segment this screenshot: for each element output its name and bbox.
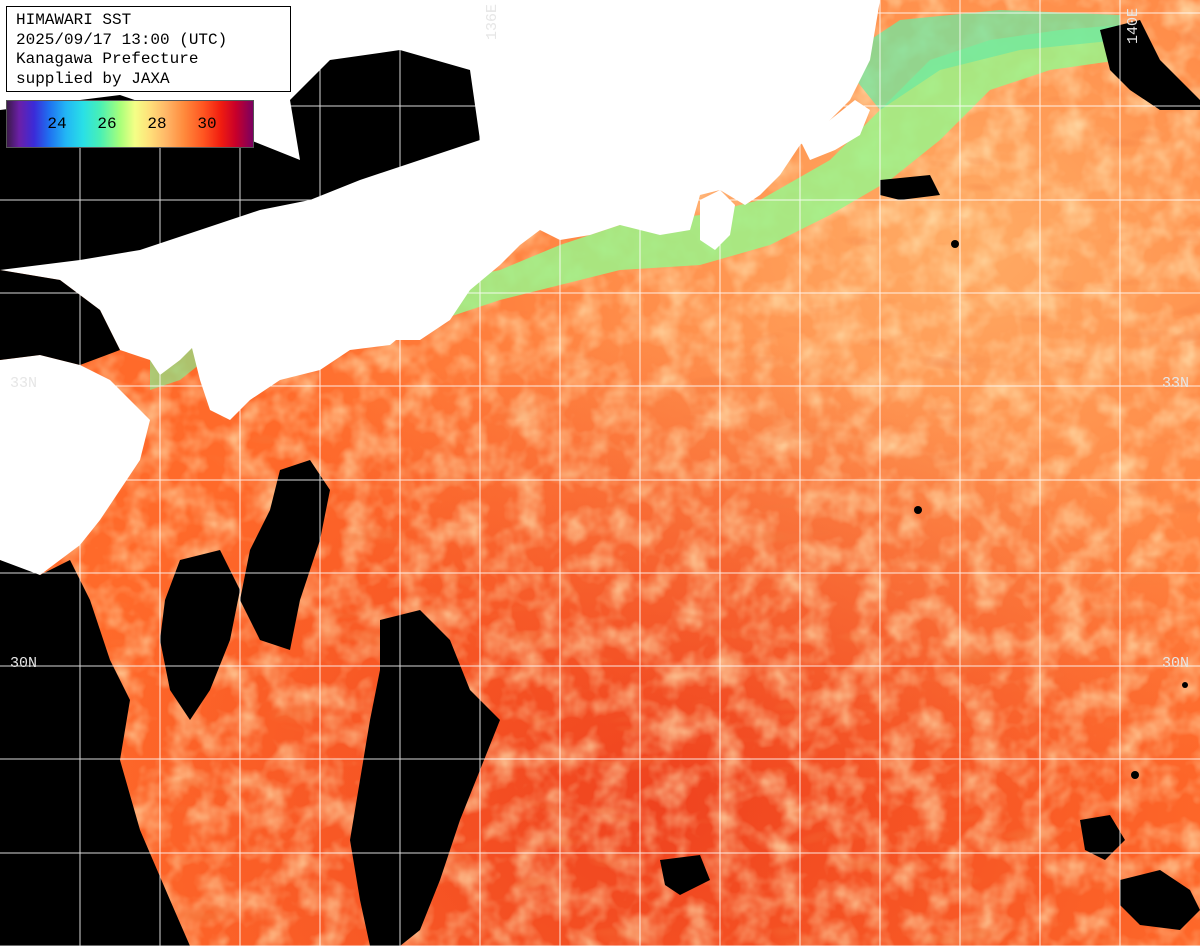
map-timestamp: 2025/09/17 13:00 (UTC): [16, 30, 228, 49]
cloud-south-west-1: [240, 460, 330, 650]
cloud-speck-4: [1131, 771, 1139, 779]
cloud-south-west-2: [350, 610, 500, 946]
land-honshu: [0, 0, 880, 375]
lon-label-140e: 140E: [1125, 8, 1142, 44]
lon-label-136e: 136E: [484, 4, 501, 40]
map-region: Kanagawa Prefecture: [16, 50, 199, 68]
legend-tick-24: 24: [47, 115, 67, 133]
cloud-east-2: [1100, 20, 1200, 110]
cloud-west-strip: [0, 560, 190, 946]
lat-label-33n-west: 33N: [10, 375, 37, 392]
cloud-speck-3: [1182, 682, 1188, 688]
lat-label-30n-east: 30N: [1162, 655, 1189, 672]
land-shikoku: [190, 240, 430, 420]
land-kyushu: [0, 355, 150, 575]
map-info-box: HIMAWARI SST 2025/09/17 13:00 (UTC) Kana…: [6, 6, 291, 92]
cloud-south-east-1: [1080, 815, 1125, 860]
cloud-south-east-3: [1120, 870, 1200, 930]
map-title: HIMAWARI SST: [16, 11, 132, 29]
cloud-east-1: [880, 175, 940, 200]
land-boso: [800, 100, 870, 160]
cloud-west-kyushu: [0, 270, 120, 365]
legend-tick-28: 28: [147, 115, 167, 133]
lat-label-30n-west: 30N: [10, 655, 37, 672]
temperature-color-legend: 24 26 28 30: [6, 100, 254, 148]
cloud-speck-1: [951, 240, 959, 248]
cloud-speck-2: [914, 506, 922, 514]
coastal-cool-band: [370, 25, 1120, 335]
land-izu-peninsula: [700, 190, 735, 250]
map-credit: supplied by JAXA: [16, 69, 170, 88]
cloud-south-east-2: [660, 855, 710, 895]
lat-label-33n-east: 33N: [1162, 375, 1189, 392]
legend-tick-26: 26: [97, 115, 117, 133]
legend-tick-30: 30: [197, 115, 217, 133]
coastal-cool-band-east: [840, 10, 1120, 110]
cloud-south-west-3: [160, 550, 240, 720]
